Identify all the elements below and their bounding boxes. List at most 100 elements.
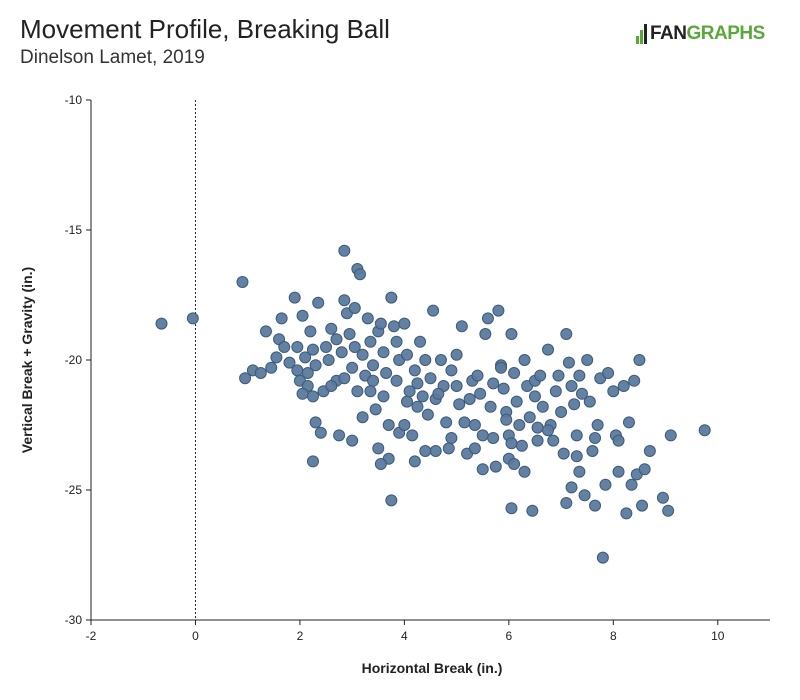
data-point — [442, 442, 455, 455]
data-point — [586, 445, 599, 457]
data-point — [589, 499, 602, 512]
data-point — [306, 455, 319, 468]
data-point — [367, 359, 380, 372]
data-point — [259, 325, 272, 338]
x-tick-label: 0 — [192, 629, 199, 643]
data-point — [474, 387, 487, 400]
data-point — [471, 369, 484, 382]
data-point — [403, 385, 416, 398]
data-point — [570, 450, 583, 463]
data-point — [573, 465, 586, 478]
data-point — [414, 335, 427, 348]
data-point — [581, 354, 594, 366]
data-point — [536, 400, 549, 413]
data-point — [296, 387, 309, 400]
data-point — [288, 291, 301, 304]
data-point — [419, 354, 432, 366]
data-point — [518, 465, 531, 478]
data-point — [346, 434, 359, 447]
data-point — [330, 333, 343, 346]
data-point — [662, 504, 675, 517]
x-axis-label: Horizontal Break (in.) — [362, 660, 503, 676]
data-point — [565, 481, 578, 494]
x-tick-label: 4 — [401, 629, 408, 643]
data-point — [400, 395, 413, 408]
data-point — [602, 367, 615, 379]
data-point — [390, 374, 403, 387]
data-point — [476, 463, 489, 476]
data-point — [484, 400, 497, 413]
data-point — [510, 395, 523, 408]
data-point — [364, 385, 377, 398]
data-point — [562, 356, 575, 369]
data-point — [468, 419, 481, 431]
data-point — [333, 429, 346, 442]
logo-text-graphs: GRAPHS — [686, 23, 766, 44]
data-point — [476, 429, 489, 442]
data-point — [450, 380, 463, 392]
data-point — [656, 491, 669, 504]
data-point — [568, 398, 581, 411]
data-point — [565, 380, 578, 392]
data-point — [560, 497, 573, 509]
x-tick-label: -2 — [86, 629, 97, 643]
y-tick-label: -10 — [65, 93, 83, 107]
data-point — [445, 432, 458, 444]
data-point — [643, 445, 656, 457]
fangraphs-logo[interactable]: FAN GRAPHS — [636, 22, 765, 46]
data-point — [552, 369, 565, 382]
data-point — [343, 328, 356, 340]
data-point — [487, 432, 500, 444]
data-point — [372, 442, 385, 455]
data-point — [390, 335, 403, 348]
data-point — [346, 361, 359, 374]
y-axis-label: Vertical Break + Gravity (in.) — [19, 267, 35, 453]
data-point — [369, 403, 382, 416]
data-point — [450, 348, 463, 361]
data-point — [419, 445, 432, 457]
x-tick-label: 6 — [506, 629, 513, 643]
data-point — [612, 434, 625, 447]
data-point — [622, 416, 635, 429]
data-point — [575, 387, 588, 400]
data-point — [406, 429, 419, 442]
data-point — [518, 354, 531, 366]
data-point — [698, 424, 711, 437]
data-point — [186, 312, 199, 325]
data-point — [497, 382, 510, 395]
data-point — [440, 416, 453, 429]
data-point — [408, 364, 421, 377]
data-point — [408, 455, 421, 468]
data-point — [411, 377, 424, 390]
data-point — [309, 359, 322, 372]
data-point — [364, 335, 377, 348]
data-point — [306, 390, 319, 403]
data-point — [555, 406, 568, 418]
data-point — [338, 244, 351, 257]
data-point — [487, 377, 500, 390]
y-tick-label: -20 — [65, 353, 83, 367]
data-point — [270, 351, 283, 364]
data-point — [445, 364, 458, 377]
data-point — [239, 372, 252, 385]
data-point — [385, 291, 398, 304]
data-point — [591, 419, 604, 431]
data-point — [296, 309, 309, 322]
data-point — [633, 354, 646, 366]
data-point — [495, 361, 508, 374]
data-point — [400, 348, 413, 361]
data-point — [492, 304, 505, 317]
data-point — [542, 343, 555, 356]
chart-subtitle: Dinelson Lamet, 2019 — [20, 47, 205, 68]
data-point — [309, 416, 322, 429]
data-point — [325, 380, 338, 392]
y-tick-label: -25 — [65, 483, 83, 497]
data-point — [664, 429, 677, 442]
data-point — [416, 390, 429, 403]
data-point — [531, 421, 544, 434]
data-point — [387, 320, 400, 333]
data-point — [155, 317, 168, 330]
data-point — [508, 367, 521, 379]
data-point — [625, 478, 638, 491]
